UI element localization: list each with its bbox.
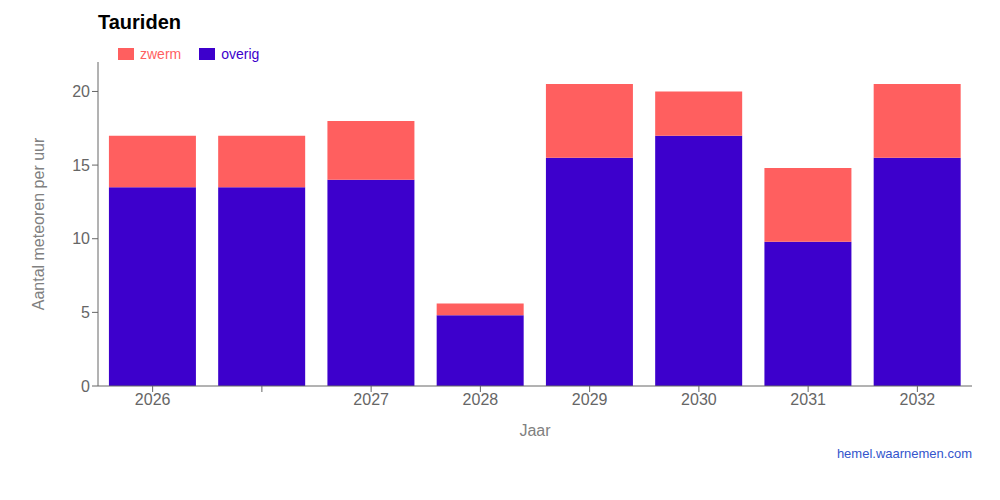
svg-text:Jaar: Jaar [519,422,551,439]
svg-text:2029: 2029 [572,391,608,408]
svg-text:15: 15 [72,157,90,174]
svg-text:2028: 2028 [463,391,499,408]
svg-text:2026: 2026 [135,391,171,408]
svg-text:2031: 2031 [790,391,826,408]
svg-text:0: 0 [81,378,90,395]
svg-text:5: 5 [81,304,90,321]
svg-text:2032: 2032 [900,391,936,408]
html-text:hemel.waarnemen.com: hemel.waarnemen.com [836,446,972,461]
html-text:zwerm: zwerm [140,46,182,62]
svg-text:10: 10 [72,230,90,247]
svg-text:Aantal meteoren per uur: Aantal meteoren per uur [30,137,47,310]
svg-text:20: 20 [72,83,90,100]
html-text:Tauriden: Tauriden [98,11,181,33]
html-text:overig: overig [221,46,260,62]
svg-text:2030: 2030 [681,391,717,408]
svg-text:2027: 2027 [353,391,389,408]
